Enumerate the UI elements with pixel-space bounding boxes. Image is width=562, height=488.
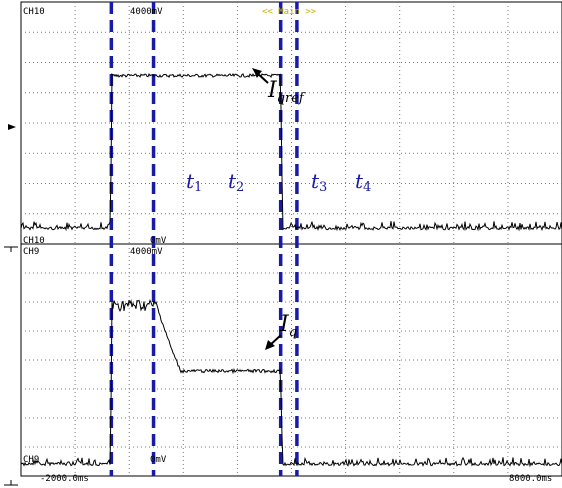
iqref-annotation: Iqref [252,68,306,106]
ch9-zero-label: 0mV [150,455,167,465]
svg-text:Iq: Iq [279,312,297,340]
marker-label-t1: t1 [186,169,202,195]
ch9-scale-label: 4000mV [130,247,163,257]
ch10-scale-label: 4000mV [130,7,163,17]
trace-ch10 [20,72,562,232]
trigger-level-arrow-icon [8,124,16,130]
ground-marker-icon [4,246,18,252]
ch10-zero-label: 0mV [150,236,167,246]
marker-label-t4: t4 [355,169,371,195]
iq-annotation: Iq [265,312,297,350]
ch10-channel-label-lower: CH10 [23,236,45,246]
ch10-channel-label: CH10 [23,7,45,17]
x-axis-right-label: 8000.0ms [509,474,552,484]
grid [21,2,562,476]
time-markers [109,2,299,476]
x-axis-left-label: -2000.0ms [40,474,89,484]
svg-text:Iqref: Iqref [267,78,306,106]
ch9-channel-label: CH9 [23,247,39,257]
trace-ch9 [20,299,562,468]
ch9-channel-label-lower: CH9 [23,455,39,465]
marker-label-t3: t3 [311,169,327,195]
traces [20,72,562,468]
mode-label: << Main >> [262,7,317,17]
ground-marker-bottom-icon [4,480,18,486]
marker-label-t2: t2 [228,169,244,195]
